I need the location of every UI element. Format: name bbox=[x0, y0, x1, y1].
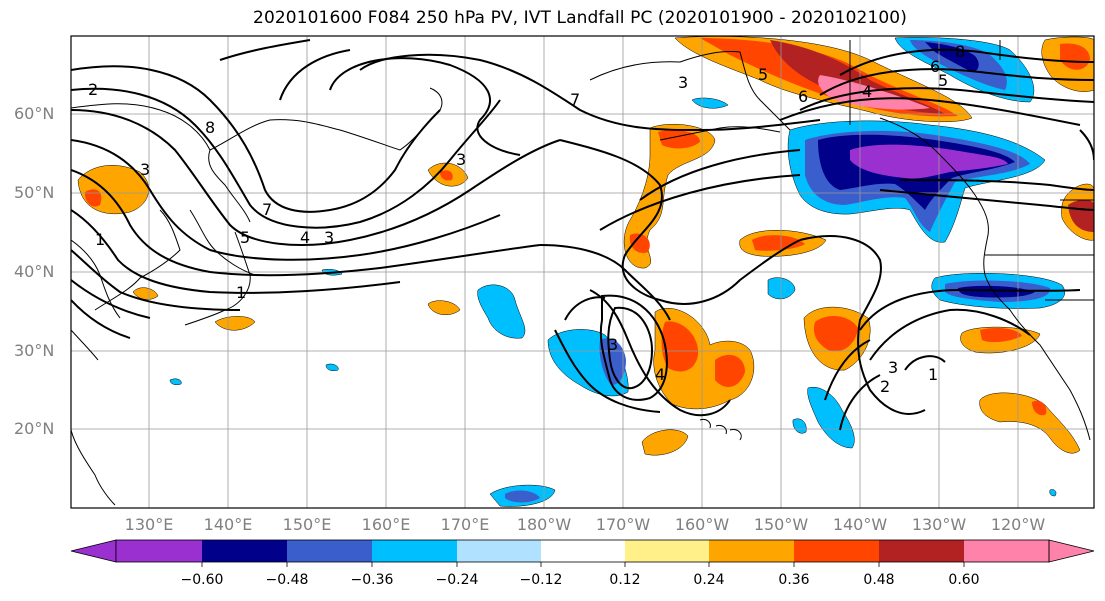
coastlines bbox=[71, 40, 1094, 506]
lon-label: 140°E bbox=[203, 515, 253, 534]
colorbar-tick-label: 0.60 bbox=[948, 572, 980, 588]
lon-label: 170°W bbox=[595, 515, 651, 534]
contour-label: 3 bbox=[678, 73, 688, 92]
contour-label: 6 bbox=[930, 57, 940, 76]
contour-label: 2 bbox=[88, 80, 98, 99]
lat-label: 30°N bbox=[14, 341, 55, 360]
lon-label: 150°E bbox=[282, 515, 332, 534]
colorbar-cell bbox=[287, 540, 372, 562]
contour-label: 1 bbox=[236, 283, 246, 302]
colorbar-tick-label: 0.48 bbox=[863, 572, 895, 588]
colorbar-tick-label: 0.12 bbox=[609, 572, 641, 588]
colorbar-cell bbox=[879, 540, 964, 562]
lon-label: 130°W bbox=[911, 515, 967, 534]
contour-label: 8 bbox=[205, 118, 215, 137]
colorbar-cell bbox=[202, 540, 287, 562]
colorbar-tick-label: −0.60 bbox=[180, 572, 224, 588]
colorbar-cell bbox=[541, 540, 625, 562]
contour-label: 5 bbox=[758, 65, 768, 84]
colorbar-tick-label: 0.36 bbox=[778, 572, 810, 588]
contour-label: 6 bbox=[798, 87, 808, 106]
colorbar-tick-label: −0.24 bbox=[435, 572, 479, 588]
lat-label: 60°N bbox=[14, 104, 55, 123]
lat-label: 20°N bbox=[14, 419, 55, 438]
colorbar-tick-label: −0.36 bbox=[350, 572, 394, 588]
colorbar bbox=[70, 539, 1095, 567]
contour-label: 3 bbox=[324, 228, 334, 247]
contour-label: 7 bbox=[570, 90, 580, 109]
lat-label: 40°N bbox=[14, 262, 55, 281]
colorbar-cell bbox=[457, 540, 541, 562]
lon-label: 170°E bbox=[440, 515, 490, 534]
lat-label: 50°N bbox=[14, 183, 55, 202]
positive-anomaly-fill bbox=[77, 36, 1094, 456]
colorbar-extend-high bbox=[1048, 539, 1095, 563]
colorbar-cell bbox=[709, 540, 794, 562]
contour-label: 4 bbox=[300, 228, 310, 247]
contour-label: 4 bbox=[862, 82, 872, 101]
contour-label: 3 bbox=[608, 335, 618, 354]
contour-label: 5 bbox=[938, 71, 948, 90]
lon-label: 120°W bbox=[990, 515, 1046, 534]
lon-label: 130°E bbox=[124, 515, 174, 534]
lon-label: 140°W bbox=[832, 515, 888, 534]
contour-label: 3 bbox=[888, 358, 898, 377]
contour-label: 3 bbox=[456, 150, 466, 169]
colorbar-cell bbox=[794, 540, 879, 562]
contour-label: 8 bbox=[955, 42, 965, 61]
colorbar-tick-label: −0.12 bbox=[519, 572, 563, 588]
map-frame bbox=[70, 35, 1095, 509]
contour-label: 4 bbox=[655, 365, 665, 384]
colorbar-extend-low bbox=[70, 539, 117, 563]
lon-label: 150°W bbox=[753, 515, 809, 534]
contour-label: 1 bbox=[95, 230, 105, 249]
contour-label: 5 bbox=[240, 228, 250, 247]
pv-contours bbox=[71, 39, 1094, 431]
colorbar-cell bbox=[116, 540, 202, 562]
lon-label: 160°E bbox=[361, 515, 411, 534]
colorbar-cell bbox=[625, 540, 709, 562]
lon-label: 180°W bbox=[516, 515, 572, 534]
colorbar-cell bbox=[372, 540, 457, 562]
page-title: 2020101600 F084 250 hPa PV, IVT Landfall… bbox=[253, 8, 907, 28]
contour-label: 3 bbox=[140, 160, 150, 179]
contour-label: 7 bbox=[262, 200, 272, 219]
contour-label: 2 bbox=[880, 377, 890, 396]
colorbar-tick-label: −0.48 bbox=[265, 572, 309, 588]
contour-label-group: 2 8 3 1 7 5 4 3 1 3 7 3 5 6 4 8 6 5 3 4 … bbox=[88, 42, 965, 396]
colorbar-cell bbox=[964, 540, 1049, 562]
contour-label: 1 bbox=[928, 365, 938, 384]
lon-label: 160°W bbox=[674, 515, 730, 534]
colorbar-tick-label: 0.24 bbox=[693, 572, 725, 588]
